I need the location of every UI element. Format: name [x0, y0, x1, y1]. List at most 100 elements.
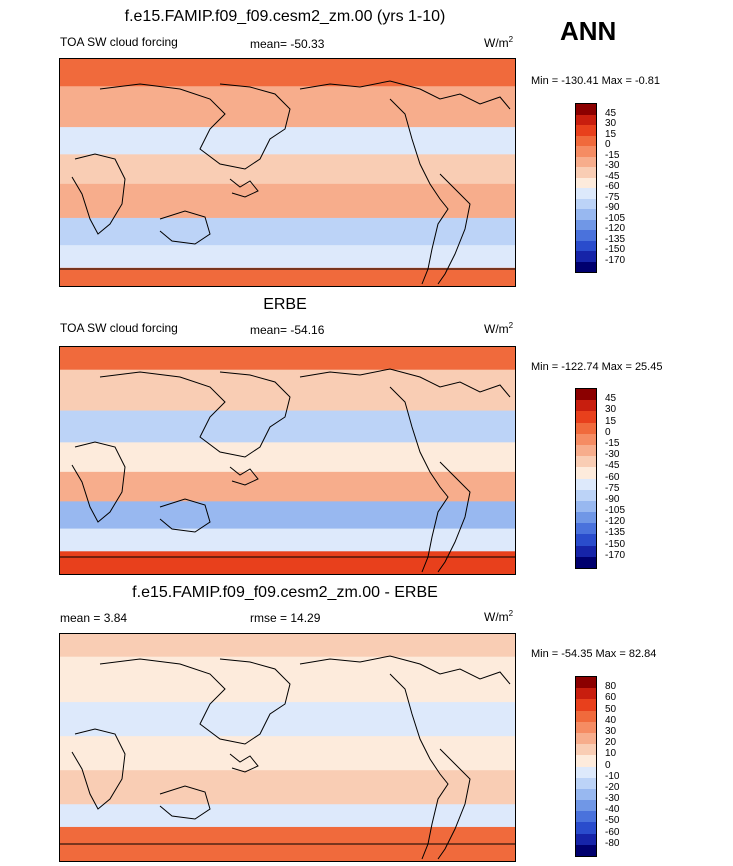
colorbar-swatch — [576, 456, 596, 468]
map-latitude-band — [60, 217, 515, 247]
colorbar-tick-label: -170 — [605, 254, 626, 266]
colorbar-swatch — [576, 146, 596, 157]
coastline — [229, 753, 259, 773]
map-latitude-band — [60, 127, 515, 156]
colorbar-swatch — [576, 135, 596, 146]
coastline — [159, 498, 211, 533]
colorbar-swatch — [576, 710, 596, 722]
colorbar-swatch — [576, 556, 596, 568]
map-latitude-band — [60, 656, 515, 704]
coastline — [71, 728, 126, 810]
colorbar-swatch — [576, 788, 596, 801]
colorbar-swatch — [576, 478, 596, 490]
colorbar-swatch — [576, 699, 596, 711]
panel1-title: f.e15.FAMIP.f09_f09.cesm2_zm.00 (yrs 1-1… — [124, 8, 446, 25]
colorbar-swatch — [576, 677, 596, 689]
colorbar-tick-label: -105 — [605, 212, 626, 224]
coastline — [437, 461, 471, 573]
panel1-field-label: TOA SW cloud forcing — [60, 35, 178, 49]
colorbar-tick-label: 45 — [605, 107, 617, 119]
coastline — [229, 466, 259, 486]
colorbar-tick-label: 30 — [605, 118, 617, 129]
panel3-colorbar — [575, 676, 597, 857]
colorbar-tick-label: -60 — [605, 181, 620, 192]
colorbar-tick-label: -135 — [605, 527, 626, 539]
colorbar-swatch — [576, 411, 596, 423]
colorbar-swatch — [576, 523, 596, 535]
panel1-minmax: Min = -130.41 Max = -0.81 — [531, 75, 661, 87]
colorbar-swatch — [576, 512, 596, 524]
map-latitude-band — [60, 267, 515, 286]
colorbar-tick-label: -170 — [605, 549, 626, 561]
map-latitude-band — [60, 183, 515, 219]
panel3-mean: mean = 3.84 — [60, 611, 128, 625]
colorbar-tick-label: 0 — [605, 426, 611, 438]
map-latitude-band — [60, 245, 515, 269]
map-graphic — [60, 347, 515, 574]
colorbar-swatch — [576, 534, 596, 546]
colorbar-swatch — [576, 500, 596, 513]
map-latitude-band — [60, 154, 515, 185]
colorbar-swatch — [576, 188, 596, 199]
colorbar-tick-label: 30 — [605, 725, 617, 737]
colorbar-tick-label: -90 — [605, 493, 620, 505]
panel3-title: f.e15.FAMIP.f09_f09.cesm2_zm.00 - ERBE — [132, 584, 438, 601]
coastline — [99, 83, 291, 170]
colorbar-tick-label: 80 — [605, 681, 617, 693]
colorbar-swatch — [576, 209, 596, 220]
coastline — [299, 368, 511, 398]
colorbar-tick-label: -150 — [605, 244, 626, 255]
colorbar-tick-label: -40 — [605, 804, 620, 816]
map-latitude-band — [60, 471, 515, 503]
coastline — [99, 371, 291, 458]
colorbar-swatch — [576, 777, 596, 789]
colorbar-tick-label: -60 — [605, 826, 620, 838]
colorbar-tick-label: -105 — [605, 505, 626, 517]
colorbar-swatch — [576, 230, 596, 241]
map-latitude-band — [60, 702, 515, 738]
map-latitude-band — [60, 528, 515, 553]
season-label: ANN — [560, 16, 617, 46]
colorbar-tick-label: -120 — [605, 516, 626, 528]
panel2-title: ERBE — [263, 296, 307, 313]
colorbar-swatch — [576, 167, 596, 178]
colorbar-tick-label: 15 — [605, 128, 617, 140]
colorbar-tick-label: -90 — [605, 202, 620, 213]
colorbar-swatch — [576, 489, 596, 501]
colorbar-swatch — [576, 400, 596, 412]
colorbar-tick-label: -10 — [605, 770, 620, 782]
coastline — [437, 748, 471, 860]
panel1-map — [59, 58, 516, 287]
coastline — [159, 210, 211, 245]
colorbar-tick-label: 20 — [605, 737, 617, 749]
panel2-field-label: TOA SW cloud forcing — [60, 321, 178, 335]
map-graphic — [60, 634, 515, 861]
colorbar-swatch — [576, 467, 596, 479]
map-latitude-band — [60, 634, 515, 658]
coastline — [437, 173, 471, 285]
panel1-colorbar — [575, 103, 597, 273]
coastline — [71, 153, 126, 235]
colorbar-tick-label: 60 — [605, 692, 617, 704]
colorbar-swatch — [576, 811, 596, 823]
map-latitude-band — [60, 804, 515, 828]
panel2-mean: mean= -54.16 — [250, 323, 325, 337]
colorbar-swatch — [576, 240, 596, 251]
panel2-map — [59, 346, 516, 575]
map-latitude-band — [60, 442, 515, 473]
colorbar-tick-label: -120 — [605, 223, 626, 234]
colorbar-swatch — [576, 721, 596, 733]
colorbar-swatch — [576, 744, 596, 756]
panel2-minmax: Min = -122.74 Max = 25.45 — [531, 361, 663, 373]
panel3-units: W/m2 — [484, 609, 514, 624]
map-graphic — [60, 59, 515, 286]
map-latitude-band — [60, 551, 515, 574]
colorbar-swatch — [576, 125, 596, 136]
map-latitude-band — [60, 369, 515, 412]
colorbar-tick-label: -45 — [605, 170, 620, 182]
colorbar-swatch — [576, 251, 596, 262]
colorbar-tick-label: -20 — [605, 781, 620, 793]
panel2-colorbar — [575, 388, 597, 569]
colorbar-swatch — [576, 114, 596, 125]
colorbar-tick-label: 0 — [605, 759, 611, 771]
